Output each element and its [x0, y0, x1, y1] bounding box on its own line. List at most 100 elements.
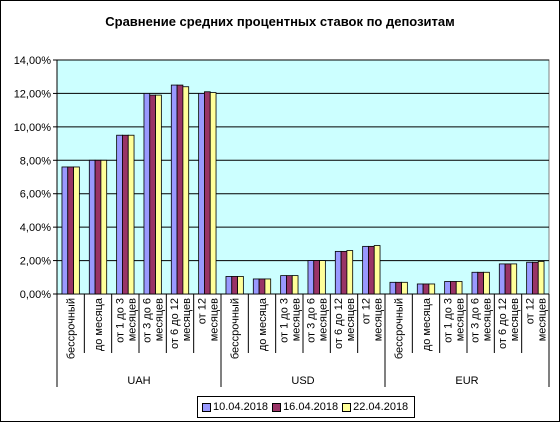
legend-swatch [342, 402, 352, 412]
bar [422, 283, 430, 295]
y-tick-label: 10,00% [14, 122, 52, 134]
x-tick-label: от 12 [524, 298, 536, 324]
legend-item: 22.04.2018 [342, 401, 408, 413]
x-tick-label: месяцев [126, 298, 138, 341]
x-tick-label: до месяца [421, 297, 433, 351]
bar [319, 260, 326, 295]
x-tick-label: месяцев [154, 298, 166, 341]
bar [67, 166, 74, 295]
x-tick-label: от 3 до 6 [306, 298, 318, 343]
x-tick-label: месяцев [290, 298, 302, 341]
x-tick-label: месяцев [181, 298, 193, 341]
bar [389, 281, 397, 295]
bar [395, 281, 402, 295]
legend-item: 16.04.2018 [272, 401, 338, 413]
x-tick-label: от 6 до 12 [169, 298, 181, 349]
bar [291, 275, 299, 295]
bar [455, 281, 463, 295]
bar [264, 278, 272, 295]
bar [182, 86, 190, 295]
legend-label: 10.04.2018 [213, 401, 269, 413]
bar [286, 275, 293, 295]
bar [88, 159, 96, 295]
bar [477, 271, 484, 295]
y-tick-label: 4,00% [20, 222, 51, 234]
bar [225, 276, 233, 295]
bar [100, 159, 108, 295]
bar [313, 260, 320, 295]
x-tick-label: месяцев [509, 298, 521, 341]
x-tick-label: бессрочный [394, 298, 406, 359]
bar [155, 94, 162, 295]
bar [373, 245, 381, 295]
x-tick-label: от 12 [360, 298, 372, 324]
x-tick-label: месяцев [454, 298, 466, 341]
x-tick-label: от 1 до 3 [114, 298, 126, 343]
y-tick-label: 6,00% [20, 189, 51, 201]
bar [204, 91, 211, 295]
chart-title: Сравнение средних процентных ставок по д… [105, 14, 455, 29]
x-tick-label: от 1 до 3 [278, 298, 290, 343]
bar [198, 93, 205, 295]
bar [428, 283, 436, 295]
legend: 10.04.2018 16.04.2018 22.04.2018 [197, 396, 416, 418]
bar [510, 263, 518, 295]
legend-label: 22.04.2018 [353, 401, 409, 413]
x-tick-label: до месяца [93, 297, 105, 351]
y-tick-label: 14,00% [14, 55, 52, 67]
bar [170, 84, 178, 295]
x-tick-label: от 12 [196, 298, 208, 324]
group-label: USD [291, 375, 314, 387]
bar [307, 260, 315, 295]
y-tick-label: 8,00% [20, 155, 51, 167]
bar [340, 250, 348, 295]
bar [483, 271, 490, 295]
bar [237, 276, 244, 295]
bar [231, 276, 238, 295]
x-tick-label: месяцев [318, 298, 330, 341]
bar [149, 94, 156, 295]
bar [127, 134, 135, 295]
group-label: EUR [455, 375, 478, 387]
bar [368, 245, 375, 295]
bar [143, 93, 151, 295]
y-tick-label: 0,00% [20, 289, 51, 301]
bar [176, 84, 184, 295]
bar [362, 245, 369, 295]
x-tick-label: от 3 до 6 [142, 298, 154, 343]
x-tick-label: месяцев [482, 298, 494, 341]
x-tick-label: месяцев [536, 298, 548, 341]
bar [498, 263, 506, 295]
bar [61, 166, 69, 295]
x-tick-label: бессрочный [66, 298, 78, 359]
x-tick-label: от 6 до 12 [497, 298, 509, 349]
x-tick-label: месяцев [345, 298, 357, 341]
x-tick-label: до месяца [257, 297, 269, 351]
bar [532, 261, 539, 295]
bar [504, 263, 512, 295]
legend-item: 10.04.2018 [202, 401, 268, 413]
bar [471, 271, 479, 295]
bar [116, 134, 123, 295]
x-tick-label: месяцев [208, 298, 220, 341]
bar [122, 134, 129, 295]
plot-area [56, 59, 550, 295]
bar [94, 159, 102, 295]
y-tick-label: 12,00% [14, 88, 52, 100]
bar [252, 278, 260, 295]
x-tick-label: от 3 до 6 [470, 298, 482, 343]
bar [209, 92, 217, 295]
bar [537, 261, 545, 295]
bar [526, 261, 533, 295]
legend-label: 16.04.2018 [283, 401, 339, 413]
x-tick-label: от 6 до 12 [333, 298, 345, 349]
x-tick-label: месяцев [372, 298, 384, 341]
bar [258, 278, 266, 295]
bar [401, 281, 408, 295]
bar [450, 281, 457, 295]
x-tick-label: от 1 до 3 [442, 298, 454, 343]
bar [280, 275, 287, 295]
bar [444, 281, 451, 295]
